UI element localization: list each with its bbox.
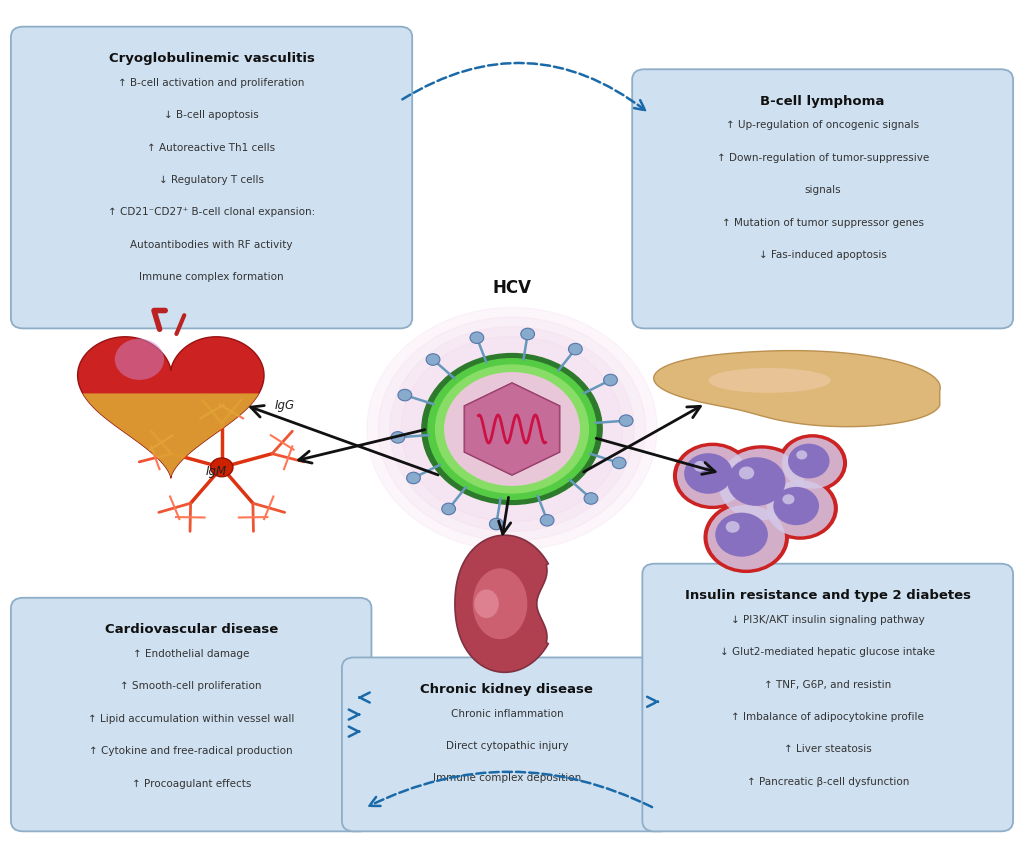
Circle shape	[763, 477, 838, 540]
Text: ↑ Mutation of tumor suppressor genes: ↑ Mutation of tumor suppressor genes	[722, 218, 924, 227]
Text: ↑ Endothelial damage: ↑ Endothelial damage	[133, 649, 250, 659]
Circle shape	[703, 501, 790, 573]
Polygon shape	[83, 394, 259, 478]
Text: ↑ CD21⁻CD27⁺ B-cell clonal expansion:: ↑ CD21⁻CD27⁺ B-cell clonal expansion:	[108, 208, 315, 217]
Circle shape	[489, 518, 503, 529]
Text: IgM: IgM	[206, 465, 227, 478]
Circle shape	[390, 327, 634, 531]
Circle shape	[727, 457, 785, 506]
Text: ↑ Smooth-cell proliferation: ↑ Smooth-cell proliferation	[121, 681, 262, 692]
Circle shape	[782, 438, 843, 489]
Text: ↑ Pancreatic β-cell dysfunction: ↑ Pancreatic β-cell dysfunction	[746, 776, 909, 787]
Circle shape	[773, 486, 819, 525]
Circle shape	[401, 336, 623, 522]
Circle shape	[677, 446, 749, 505]
Text: ↓ Regulatory T cells: ↓ Regulatory T cells	[159, 175, 264, 185]
Circle shape	[422, 353, 602, 505]
Text: ↑ Procoagulant effects: ↑ Procoagulant effects	[131, 778, 251, 789]
Circle shape	[612, 457, 626, 468]
Circle shape	[684, 453, 732, 494]
FancyBboxPatch shape	[632, 69, 1013, 329]
Circle shape	[391, 432, 404, 443]
Polygon shape	[464, 383, 560, 475]
FancyBboxPatch shape	[11, 598, 372, 831]
Text: ↑ Up-regulation of oncogenic signals: ↑ Up-regulation of oncogenic signals	[726, 120, 920, 130]
Text: ↑ Lipid accumulation within vessel wall: ↑ Lipid accumulation within vessel wall	[88, 714, 294, 723]
Circle shape	[367, 307, 657, 551]
Circle shape	[211, 458, 232, 477]
Text: Immune complex deposition: Immune complex deposition	[433, 773, 581, 783]
Circle shape	[693, 461, 707, 472]
FancyBboxPatch shape	[11, 27, 413, 329]
Circle shape	[398, 390, 412, 401]
Circle shape	[739, 467, 755, 480]
Circle shape	[441, 503, 456, 515]
Circle shape	[788, 444, 829, 479]
Circle shape	[568, 343, 583, 355]
Circle shape	[726, 521, 739, 533]
Circle shape	[521, 329, 535, 340]
Text: ↓ B-cell apoptosis: ↓ B-cell apoptosis	[164, 110, 259, 120]
Circle shape	[673, 443, 753, 509]
Text: ↑ Imbalance of adipocytokine profile: ↑ Imbalance of adipocytokine profile	[731, 712, 924, 722]
FancyBboxPatch shape	[642, 564, 1013, 831]
Circle shape	[797, 450, 807, 460]
Text: Autoantibodies with RF activity: Autoantibodies with RF activity	[130, 239, 293, 250]
Text: B-cell lymphoma: B-cell lymphoma	[761, 95, 885, 108]
Circle shape	[620, 415, 633, 426]
Circle shape	[716, 512, 768, 557]
Text: Insulin resistance and type 2 diabetes: Insulin resistance and type 2 diabetes	[685, 589, 971, 602]
Text: Cardiovascular disease: Cardiovascular disease	[104, 624, 278, 637]
Circle shape	[470, 332, 483, 343]
Circle shape	[782, 494, 795, 505]
Circle shape	[708, 505, 785, 570]
Text: ↑ Cytokine and free-radical production: ↑ Cytokine and free-radical production	[89, 746, 293, 756]
Circle shape	[719, 449, 804, 520]
Circle shape	[541, 515, 554, 526]
Circle shape	[115, 339, 164, 380]
Polygon shape	[455, 535, 548, 673]
FancyBboxPatch shape	[342, 657, 672, 831]
Text: Chronic inflammation: Chronic inflammation	[451, 709, 563, 719]
Circle shape	[435, 365, 589, 493]
Text: HCV: HCV	[493, 279, 531, 297]
Text: ↑ Liver steatosis: ↑ Liver steatosis	[783, 745, 871, 754]
Text: Direct cytopathic injury: Direct cytopathic injury	[445, 741, 568, 751]
Polygon shape	[709, 368, 830, 393]
Text: Chronic kidney disease: Chronic kidney disease	[421, 683, 593, 696]
Circle shape	[428, 359, 596, 499]
Circle shape	[378, 317, 646, 541]
Polygon shape	[464, 383, 560, 475]
Text: signals: signals	[804, 185, 841, 196]
Text: ↑ Autoreactive Th1 cells: ↑ Autoreactive Th1 cells	[147, 142, 275, 153]
Circle shape	[603, 374, 617, 386]
Circle shape	[584, 492, 598, 505]
Circle shape	[767, 480, 834, 536]
Polygon shape	[474, 589, 499, 618]
Circle shape	[407, 472, 421, 484]
Circle shape	[426, 353, 440, 366]
Text: IgG: IgG	[274, 399, 295, 413]
Circle shape	[715, 445, 808, 523]
Text: ↓ Fas-induced apoptosis: ↓ Fas-induced apoptosis	[759, 250, 887, 260]
Text: Cryoglobulinemic vasculitis: Cryoglobulinemic vasculitis	[109, 52, 314, 65]
Polygon shape	[473, 568, 527, 639]
Text: Immune complex formation: Immune complex formation	[139, 272, 284, 282]
Polygon shape	[78, 337, 264, 478]
Polygon shape	[653, 351, 940, 426]
Text: ↑ TNF, G6P, and resistin: ↑ TNF, G6P, and resistin	[764, 680, 891, 690]
Text: ↑ Down-regulation of tumor-suppressive: ↑ Down-regulation of tumor-suppressive	[717, 153, 929, 163]
Circle shape	[778, 434, 847, 492]
Text: ↓ PI3K/AKT insulin signaling pathway: ↓ PI3K/AKT insulin signaling pathway	[731, 615, 925, 625]
Text: ↑ B-cell activation and proliferation: ↑ B-cell activation and proliferation	[119, 78, 305, 88]
Text: ↓ Glut2-mediated hepatic glucose intake: ↓ Glut2-mediated hepatic glucose intake	[720, 647, 935, 657]
Circle shape	[444, 372, 580, 486]
